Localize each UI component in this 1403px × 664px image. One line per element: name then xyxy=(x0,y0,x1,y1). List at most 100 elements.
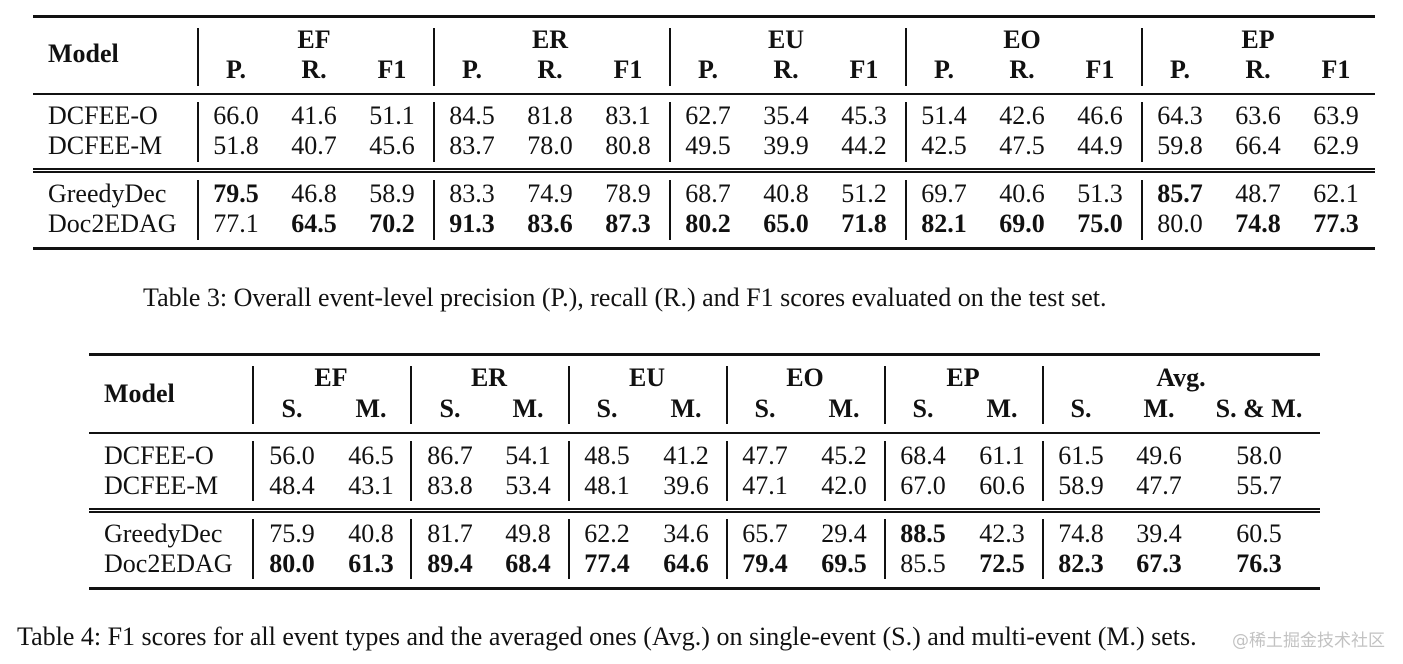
table-cell: 84.5 xyxy=(449,101,495,130)
table-cell: 40.7 xyxy=(291,131,337,160)
table-cell: 83.1 xyxy=(605,101,651,130)
sub-header: P. xyxy=(462,55,482,84)
sub-header: M. xyxy=(986,394,1018,423)
table-cell: 44.2 xyxy=(841,131,887,160)
table-cell: 89.4 xyxy=(427,549,473,578)
table-cell: 48.1 xyxy=(584,471,630,500)
group-header: EP xyxy=(946,363,980,392)
group-header: EO xyxy=(1003,25,1041,54)
table-cell: 62.9 xyxy=(1313,131,1359,160)
table-cell: 51.1 xyxy=(369,101,415,130)
table-cell: 80.8 xyxy=(605,131,651,160)
table-cell: 40.8 xyxy=(348,519,394,548)
table-cell: 45.3 xyxy=(841,101,887,130)
table-cell: 83.3 xyxy=(449,179,495,208)
column-divider xyxy=(884,441,886,501)
sub-header: P. xyxy=(1170,55,1190,84)
column-divider xyxy=(1042,519,1044,579)
column-divider xyxy=(433,102,435,162)
table-cell: 83.6 xyxy=(527,209,573,238)
table-cell: 56.0 xyxy=(269,441,315,470)
table-cell: 45.2 xyxy=(821,441,867,470)
table-cell: 49.5 xyxy=(685,131,731,160)
model-header: Model xyxy=(48,39,119,68)
table-cell: 65.7 xyxy=(742,519,788,548)
column-divider xyxy=(568,441,570,501)
table-cell: 51.4 xyxy=(921,101,967,130)
table-cell: 83.7 xyxy=(449,131,495,160)
table-cell: 75.0 xyxy=(1077,209,1123,238)
table-cell: 48.4 xyxy=(269,471,315,500)
column-divider xyxy=(1141,180,1143,240)
table-cell: 70.2 xyxy=(369,209,415,238)
table-cell: 34.6 xyxy=(663,519,709,548)
column-divider xyxy=(252,366,254,424)
bottom-rule xyxy=(89,587,1320,590)
sub-header: R. xyxy=(301,55,327,84)
sub-header: P. xyxy=(698,55,718,84)
table-cell: 40.8 xyxy=(763,179,809,208)
top-rule xyxy=(33,15,1375,18)
column-divider xyxy=(1042,366,1044,424)
table-cell: 77.4 xyxy=(584,549,630,578)
table-cell: 51.3 xyxy=(1077,179,1123,208)
table-cell: 82.1 xyxy=(921,209,967,238)
table-cell: 76.3 xyxy=(1236,549,1282,578)
table-cell: 61.1 xyxy=(979,441,1025,470)
table-cell: 82.3 xyxy=(1058,549,1104,578)
column-divider xyxy=(410,519,412,579)
table-cell: 63.9 xyxy=(1313,101,1359,130)
table-cell: 46.8 xyxy=(291,179,337,208)
sub-header: S. xyxy=(1070,394,1092,423)
group-header: ER xyxy=(470,363,508,392)
table-cell: 41.2 xyxy=(663,441,709,470)
table-cell: 60.6 xyxy=(979,471,1025,500)
table-cell: 39.9 xyxy=(763,131,809,160)
table-cell: 58.9 xyxy=(369,179,415,208)
table-cell: 91.3 xyxy=(449,209,495,238)
table-cell: 39.4 xyxy=(1136,519,1182,548)
table-cell: 47.7 xyxy=(1136,471,1182,500)
group-header: EP xyxy=(1241,25,1275,54)
sub-header: R. xyxy=(1009,55,1035,84)
table-cell: 51.2 xyxy=(841,179,887,208)
column-divider xyxy=(905,102,907,162)
group-header: EF xyxy=(297,25,331,54)
header-rule xyxy=(33,93,1375,95)
table-cell: 53.4 xyxy=(505,471,551,500)
table-cell: 61.3 xyxy=(348,549,394,578)
column-divider xyxy=(568,519,570,579)
sub-header: R. xyxy=(1245,55,1271,84)
column-divider xyxy=(1141,102,1143,162)
column-divider xyxy=(669,102,671,162)
column-divider xyxy=(669,28,671,86)
row-model-name: Doc2EDAG xyxy=(104,549,233,578)
table4-caption: Table 4: F1 scores for all event types a… xyxy=(17,622,1197,651)
sub-header: M. xyxy=(670,394,702,423)
column-divider xyxy=(905,180,907,240)
row-model-name: DCFEE-M xyxy=(48,131,163,160)
group-header: EO xyxy=(786,363,824,392)
group-header: EF xyxy=(314,363,348,392)
table-cell: 78.0 xyxy=(527,131,573,160)
table-cell: 74.8 xyxy=(1058,519,1104,548)
table-cell: 71.8 xyxy=(841,209,887,238)
group-header: EU xyxy=(767,25,805,54)
column-divider xyxy=(433,180,435,240)
column-divider xyxy=(1042,441,1044,501)
row-model-name: Doc2EDAG xyxy=(48,209,177,238)
table-cell: 79.5 xyxy=(213,179,259,208)
column-divider xyxy=(252,441,254,501)
header-rule xyxy=(89,432,1320,434)
table-cell: 83.8 xyxy=(427,471,473,500)
top-rule xyxy=(89,353,1320,356)
table-cell: 77.3 xyxy=(1313,209,1359,238)
table-cell: 66.0 xyxy=(213,101,259,130)
sub-header: P. xyxy=(934,55,954,84)
table-cell: 41.6 xyxy=(291,101,337,130)
sub-header: M. xyxy=(1143,394,1175,423)
table-cell: 69.7 xyxy=(921,179,967,208)
table-cell: 48.7 xyxy=(1235,179,1281,208)
table-cell: 54.1 xyxy=(505,441,551,470)
watermark: @稀土掘金技术社区 xyxy=(1232,631,1385,651)
